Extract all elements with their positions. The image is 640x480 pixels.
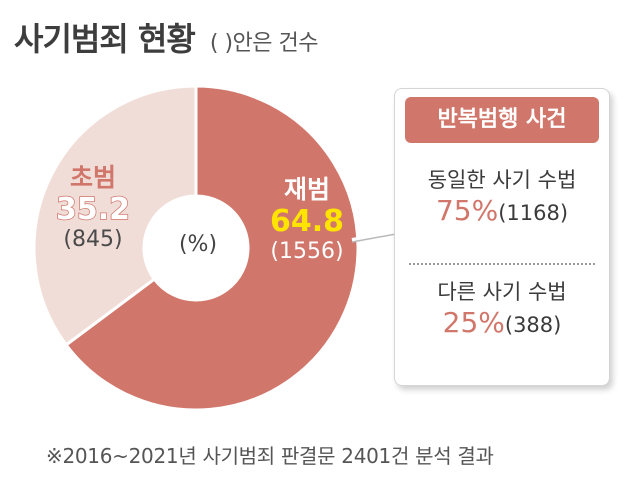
slice-label-first-offense: 초범 35.2 (845) [40, 158, 146, 253]
panel-item-percent: 75% [435, 194, 499, 228]
panel-divider [409, 263, 595, 265]
slice-percent-label: 64.8 [269, 204, 345, 239]
panel-item-label: 동일한 사기 수법 [427, 168, 577, 192]
chart-title: 사기범죄 현황 [14, 20, 196, 58]
panel-heading: 반복범행 사건 [405, 97, 599, 143]
callout-connector [351, 230, 397, 242]
panel-item-same-method: 동일한 사기 수법 75%(1168) [395, 167, 609, 227]
panel-item-count: (388) [504, 313, 562, 338]
title-row: 사기범죄 현황 ( )안은 건수 [14, 14, 319, 60]
unit-note: ( )안은 건수 [209, 31, 319, 56]
panel-item-percent: 25% [442, 306, 505, 340]
callout-connector-shadow [351, 233, 397, 243]
slice-count-label: (845) [63, 226, 123, 252]
panel-item-different-method: 다른 사기 수법 25%(388) [395, 279, 609, 339]
slice-label-repeat-offense: 재범 64.8 (1556) [246, 170, 368, 265]
footnote: ※2016~2021년 사기범죄 판결문 2401건 분석 결과 [46, 444, 494, 468]
panel-item-count: (1168) [498, 201, 569, 226]
pie-slice-1 [32, 84, 198, 347]
slice-category-label: 재범 [283, 175, 330, 204]
pie-slice-0 [64, 84, 360, 412]
panel-item-label: 다른 사기 수법 [437, 280, 567, 304]
slice-count-label: (1556) [270, 238, 344, 264]
center-unit-label: (%) [178, 232, 218, 257]
repeat-offense-panel: 반복범행 사건 동일한 사기 수법 75%(1168) 다른 사기 수법 25%… [394, 88, 610, 386]
slice-percent-label: 35.2 [55, 192, 131, 227]
slice-category-label: 초범 [69, 163, 116, 192]
